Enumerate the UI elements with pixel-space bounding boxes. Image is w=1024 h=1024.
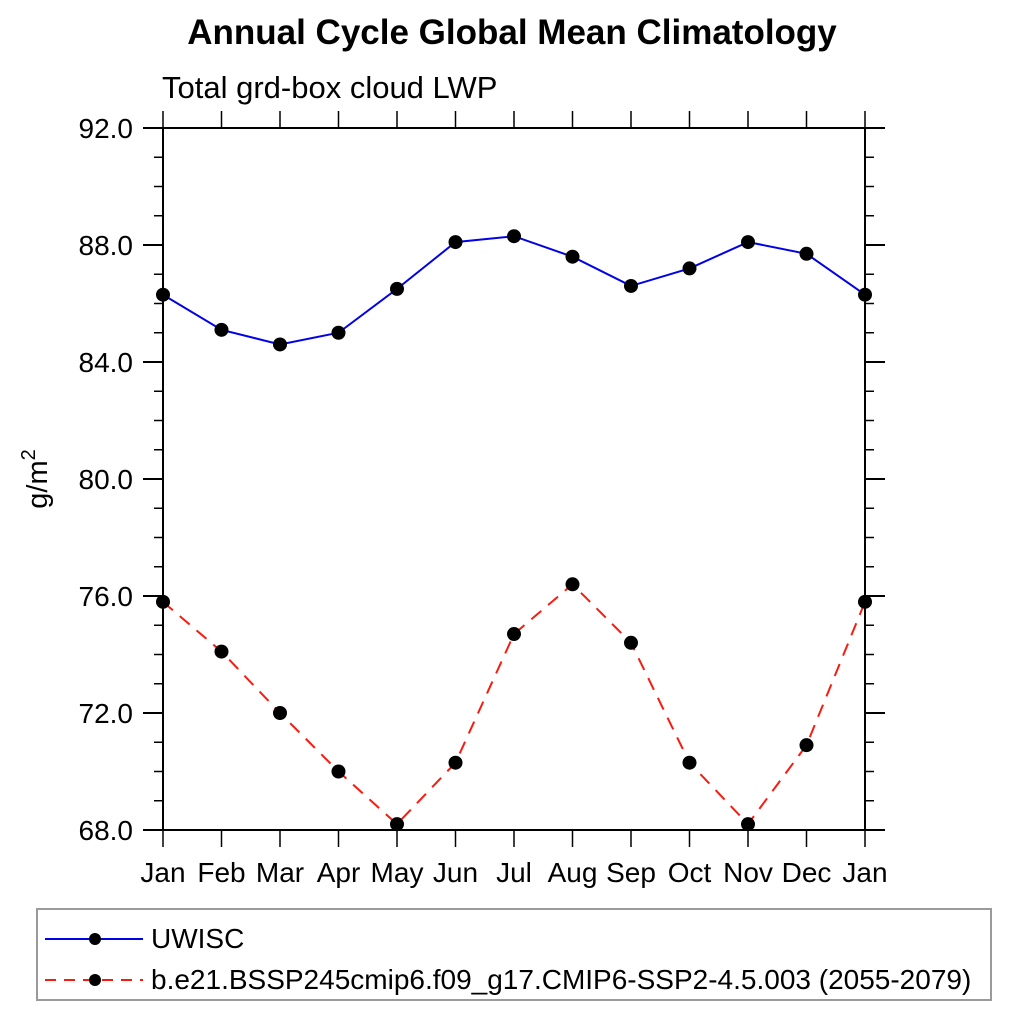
- x-tick-label: Nov: [723, 857, 773, 888]
- data-point-series-1: [214, 644, 229, 659]
- y-tick-label: 68.0: [79, 815, 134, 846]
- y-tick-label: 76.0: [79, 581, 134, 612]
- y-tick-label: 72.0: [79, 698, 134, 729]
- legend-marker-dot: [89, 974, 101, 986]
- legend-sample-dashed-line: [45, 974, 143, 986]
- data-point-series-1: [156, 594, 170, 609]
- data-point-series-0: [507, 229, 521, 244]
- data-point-series-0: [390, 281, 404, 296]
- y-tick-label: 88.0: [79, 230, 134, 261]
- data-point-series-0: [273, 337, 287, 352]
- data-point-series-0: [214, 322, 229, 337]
- x-tick-label: Jul: [496, 857, 532, 888]
- data-point-series-1: [624, 635, 638, 650]
- legend-label-uwisc: UWISC: [151, 923, 245, 954]
- y-tick-label: 80.0: [79, 464, 134, 495]
- y-tick-label: 92.0: [79, 113, 134, 144]
- x-tick-label: Oct: [668, 857, 712, 888]
- legend-item-model: b.e21.BSSP245cmip6.f09_g17.CMIP6-SSP2-4.…: [42, 961, 971, 999]
- y-tick-label: 84.0: [79, 347, 134, 378]
- x-tick-label: Jun: [433, 857, 478, 888]
- x-tick-label: Jan: [140, 857, 185, 888]
- data-point-series-0: [624, 278, 638, 293]
- data-point-series-1: [448, 755, 463, 770]
- data-point-series-0: [741, 235, 755, 250]
- data-point-series-1: [565, 577, 580, 592]
- data-point-series-0: [858, 287, 872, 302]
- data-point-series-1: [858, 594, 872, 609]
- data-point-series-0: [331, 325, 346, 340]
- x-tick-label: May: [371, 857, 424, 888]
- series-line-1: [162, 582, 866, 826]
- legend-label-model: b.e21.BSSP245cmip6.f09_g17.CMIP6-SSP2-4.…: [151, 964, 972, 995]
- data-point-series-0: [565, 249, 580, 264]
- data-point-series-0: [156, 287, 170, 302]
- legend-item-uwisc: UWISC: [42, 920, 244, 958]
- x-tick-label: Apr: [317, 857, 361, 888]
- data-point-series-1: [799, 738, 814, 753]
- data-point-series-0: [799, 246, 814, 261]
- data-point-series-1: [273, 706, 287, 720]
- x-tick-label: Sep: [606, 857, 656, 888]
- y-axis-title: g/m2: [18, 449, 54, 508]
- x-tick-label: Mar: [256, 857, 304, 888]
- data-point-series-1: [331, 764, 346, 779]
- legend-box: UWISC b.e21.BSSP245cmip6.f09_g17.CMIP6-S…: [36, 908, 992, 1001]
- x-tick-label: Aug: [548, 857, 598, 888]
- x-tick-label: Dec: [782, 857, 832, 888]
- chart-subtitle: Total grd-box cloud LWP: [162, 70, 498, 105]
- data-point-series-0: [682, 261, 697, 276]
- data-point-series-1: [390, 817, 404, 832]
- x-tick-label: Jan: [842, 857, 887, 888]
- data-point-series-1: [507, 627, 521, 642]
- data-point-series-1: [741, 817, 755, 832]
- legend-marker-dot: [89, 933, 101, 945]
- chart-title: Annual Cycle Global Mean Climatology: [187, 13, 837, 52]
- x-tick-label: Feb: [197, 857, 245, 888]
- data-point-series-0: [448, 235, 463, 250]
- legend-sample-solid-line: [45, 933, 143, 945]
- data-point-series-1: [682, 755, 697, 770]
- series-line-0: [162, 235, 866, 346]
